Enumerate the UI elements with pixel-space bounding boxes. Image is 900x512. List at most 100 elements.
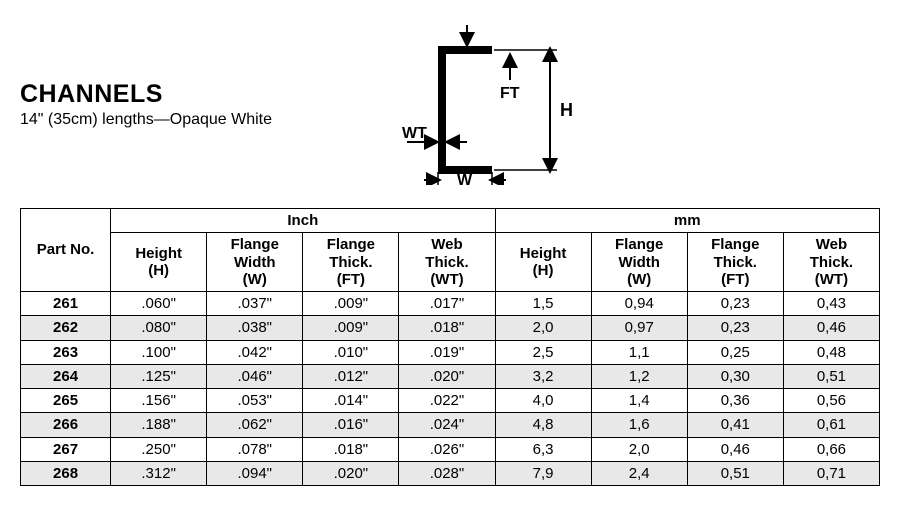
channel-shape-icon	[442, 50, 492, 170]
cell-value: .018"	[399, 316, 495, 340]
cell-value: 0,56	[783, 389, 879, 413]
cell-value: .014"	[303, 389, 399, 413]
w-label: W	[457, 172, 473, 185]
cell-value: .028"	[399, 461, 495, 485]
cell-value: .038"	[207, 316, 303, 340]
cell-value: .017"	[399, 292, 495, 316]
th-inch-h: Height(H)	[111, 233, 207, 292]
cell-value: .022"	[399, 389, 495, 413]
cell-value: .020"	[303, 461, 399, 485]
cell-value: 2,4	[591, 461, 687, 485]
cell-value: .020"	[399, 364, 495, 388]
cell-value: 0,46	[687, 437, 783, 461]
cell-value: 4,8	[495, 413, 591, 437]
cell-value: .156"	[111, 389, 207, 413]
cell-value: 0,51	[687, 461, 783, 485]
cell-value: .062"	[207, 413, 303, 437]
cell-value: .053"	[207, 389, 303, 413]
table-row: 264.125".046".012".020"3,21,20,300,51	[21, 364, 880, 388]
cell-value: 0,30	[687, 364, 783, 388]
cell-value: .009"	[303, 316, 399, 340]
title-block: CHANNELS 14" (35cm) lengths—Opaque White	[20, 80, 272, 129]
cell-value: 0,48	[783, 340, 879, 364]
page-title: CHANNELS	[20, 80, 272, 109]
cell-value: 0,36	[687, 389, 783, 413]
th-inch: Inch	[111, 209, 495, 233]
cell-value: 0,43	[783, 292, 879, 316]
cell-value: .080"	[111, 316, 207, 340]
cell-value: 0,51	[783, 364, 879, 388]
cell-value: 0,23	[687, 292, 783, 316]
table-row: 265.156".053".014".022"4,01,40,360,56	[21, 389, 880, 413]
cell-value: .024"	[399, 413, 495, 437]
cell-value: .046"	[207, 364, 303, 388]
page-subtitle: 14" (35cm) lengths—Opaque White	[20, 111, 272, 129]
cell-value: 1,1	[591, 340, 687, 364]
table-row: 263.100".042".010".019"2,51,10,250,48	[21, 340, 880, 364]
cell-value: 0,25	[687, 340, 783, 364]
cell-value: .100"	[111, 340, 207, 364]
channel-diagram: WT W FT H	[332, 20, 602, 190]
th-mm-wt: WebThick.(WT)	[783, 233, 879, 292]
cell-value: .010"	[303, 340, 399, 364]
channels-table: Part No. Inch mm Height(H) FlangeWidth(W…	[20, 208, 880, 486]
cell-value: .026"	[399, 437, 495, 461]
cell-value: .060"	[111, 292, 207, 316]
th-mm-ft: FlangeThick.(FT)	[687, 233, 783, 292]
cell-value: .019"	[399, 340, 495, 364]
cell-value: .018"	[303, 437, 399, 461]
table-row: 268.312".094".020".028"7,92,40,510,71	[21, 461, 880, 485]
cell-value: 1,4	[591, 389, 687, 413]
cell-partno: 266	[21, 413, 111, 437]
cell-value: 0,61	[783, 413, 879, 437]
cell-value: 1,2	[591, 364, 687, 388]
cell-value: 0,41	[687, 413, 783, 437]
cell-value: 2,0	[591, 437, 687, 461]
cell-value: 0,97	[591, 316, 687, 340]
table-row: 262.080".038".009".018"2,00,970,230,46	[21, 316, 880, 340]
cell-partno: 265	[21, 389, 111, 413]
cell-value: .250"	[111, 437, 207, 461]
table-row: 266.188".062".016".024"4,81,60,410,61	[21, 413, 880, 437]
cell-value: .009"	[303, 292, 399, 316]
cell-value: 2,5	[495, 340, 591, 364]
cell-value: 0,23	[687, 316, 783, 340]
cell-value: .042"	[207, 340, 303, 364]
cell-value: .312"	[111, 461, 207, 485]
cell-value: 3,2	[495, 364, 591, 388]
cell-value: .078"	[207, 437, 303, 461]
th-mm-h: Height(H)	[495, 233, 591, 292]
table-row: 261.060".037".009".017"1,50,940,230,43	[21, 292, 880, 316]
cell-partno: 268	[21, 461, 111, 485]
subheader-row: Height(H) FlangeWidth(W) FlangeThick.(FT…	[21, 233, 880, 292]
cell-value: .012"	[303, 364, 399, 388]
cell-partno: 263	[21, 340, 111, 364]
cell-partno: 264	[21, 364, 111, 388]
th-inch-w: FlangeWidth(W)	[207, 233, 303, 292]
header-row: CHANNELS 14" (35cm) lengths—Opaque White…	[20, 20, 880, 190]
cell-value: .188"	[111, 413, 207, 437]
cell-partno: 261	[21, 292, 111, 316]
th-inch-wt: WebThick.(WT)	[399, 233, 495, 292]
table-body: 261.060".037".009".017"1,50,940,230,4326…	[21, 292, 880, 486]
cell-value: 1,5	[495, 292, 591, 316]
h-label: H	[560, 100, 573, 120]
cell-value: 7,9	[495, 461, 591, 485]
cell-partno: 267	[21, 437, 111, 461]
cell-value: 4,0	[495, 389, 591, 413]
wt-label: WT	[402, 125, 427, 142]
th-inch-ft: FlangeThick.(FT)	[303, 233, 399, 292]
cell-value: 2,0	[495, 316, 591, 340]
th-partno: Part No.	[21, 209, 111, 292]
cell-value: .037"	[207, 292, 303, 316]
cell-value: 0,66	[783, 437, 879, 461]
ft-label: FT	[500, 85, 520, 102]
cell-value: .125"	[111, 364, 207, 388]
cell-value: .016"	[303, 413, 399, 437]
cell-value: 0,71	[783, 461, 879, 485]
table-row: 267.250".078".018".026"6,32,00,460,66	[21, 437, 880, 461]
cell-value: 1,6	[591, 413, 687, 437]
cell-value: .094"	[207, 461, 303, 485]
cell-partno: 262	[21, 316, 111, 340]
cell-value: 6,3	[495, 437, 591, 461]
